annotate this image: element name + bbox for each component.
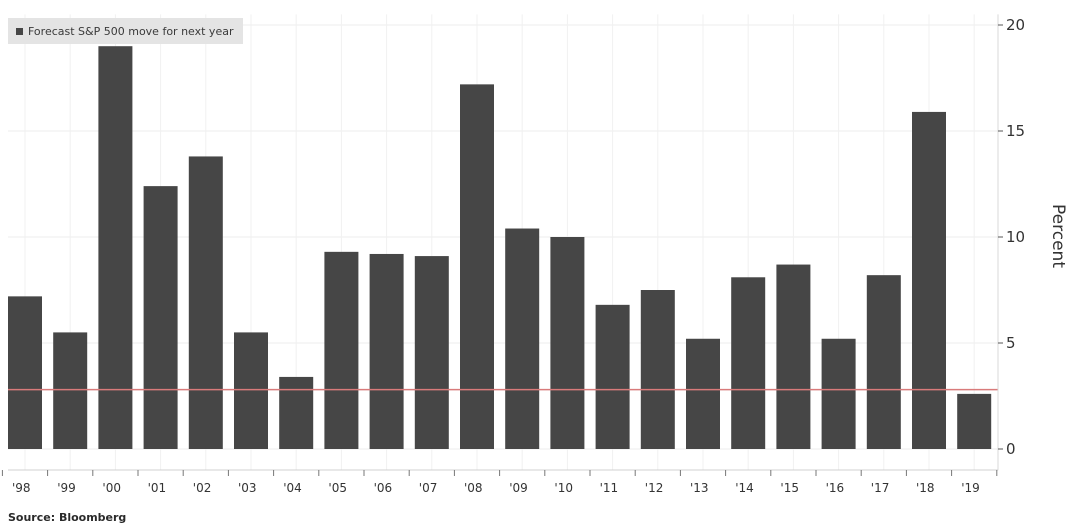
y-tick-label: 10 [1006,228,1025,246]
x-tick-label: '05 [328,481,347,495]
x-tick-label: '02 [193,481,212,495]
y-tick-label: 20 [1006,16,1025,34]
y-axis: 0 5 10 15 20 [997,14,1025,471]
bar-16 [821,338,856,449]
x-tick-label: '16 [826,481,845,495]
y-tick-label: 15 [1006,122,1025,140]
x-tick-label: '99 [57,481,76,495]
bar-99 [53,332,88,449]
bars [8,46,992,450]
source-note: Source: Bloomberg [8,511,127,524]
bar-00 [98,46,133,449]
y-tick-label: 5 [1006,334,1016,352]
bar-10 [550,237,585,449]
legend: Forecast S&P 500 move for next year [8,18,244,44]
x-tick-label: '00 [102,481,121,495]
legend-label: Forecast S&P 500 move for next year [28,24,234,38]
bar-09 [505,228,540,449]
bar-04 [279,376,314,449]
x-tick-label: '98 [12,481,31,495]
x-tick-label: '03 [238,481,257,495]
bar-08 [460,84,494,450]
bar-14 [731,277,766,449]
bar-06 [369,253,404,449]
x-tick-label: '01 [148,481,167,495]
bar-03 [234,332,268,449]
x-axis: '98 '99 '00 '01 '02 '03 '04 '05 '06 '07 '08 '09 '10 '… [1,469,998,495]
bar-02 [188,156,223,449]
bar-15 [776,264,811,449]
x-tick-label: '10 [554,481,573,495]
x-tick-label: '14 [735,481,754,495]
x-tick-label: '06 [374,481,393,495]
x-tick-label: '04 [283,481,302,495]
bar-18 [912,111,946,450]
bar-07 [414,256,449,449]
x-tick-label: '09 [509,481,528,495]
x-tick-label: '07 [419,481,438,495]
bar-11 [595,304,630,449]
bar-19 [957,393,992,449]
x-tick-label: '12 [645,481,664,495]
x-tick-label: '15 [780,481,799,495]
bar-01 [143,186,178,449]
bar-13 [686,338,720,449]
bar-12 [640,290,675,449]
bar-17 [866,275,901,449]
y-tick-label: 0 [1006,440,1016,458]
bar-05 [324,251,359,449]
y-axis-label: Percent [1048,204,1068,268]
x-tick-label: '19 [961,481,980,495]
legend-swatch [16,27,23,35]
x-tick-label: '13 [690,481,709,495]
x-tick-label: '18 [916,481,935,495]
x-tick-label: '11 [600,481,619,495]
x-tick-label: '08 [464,481,483,495]
bar-98 [8,296,42,449]
x-tick-label: '17 [871,481,890,495]
